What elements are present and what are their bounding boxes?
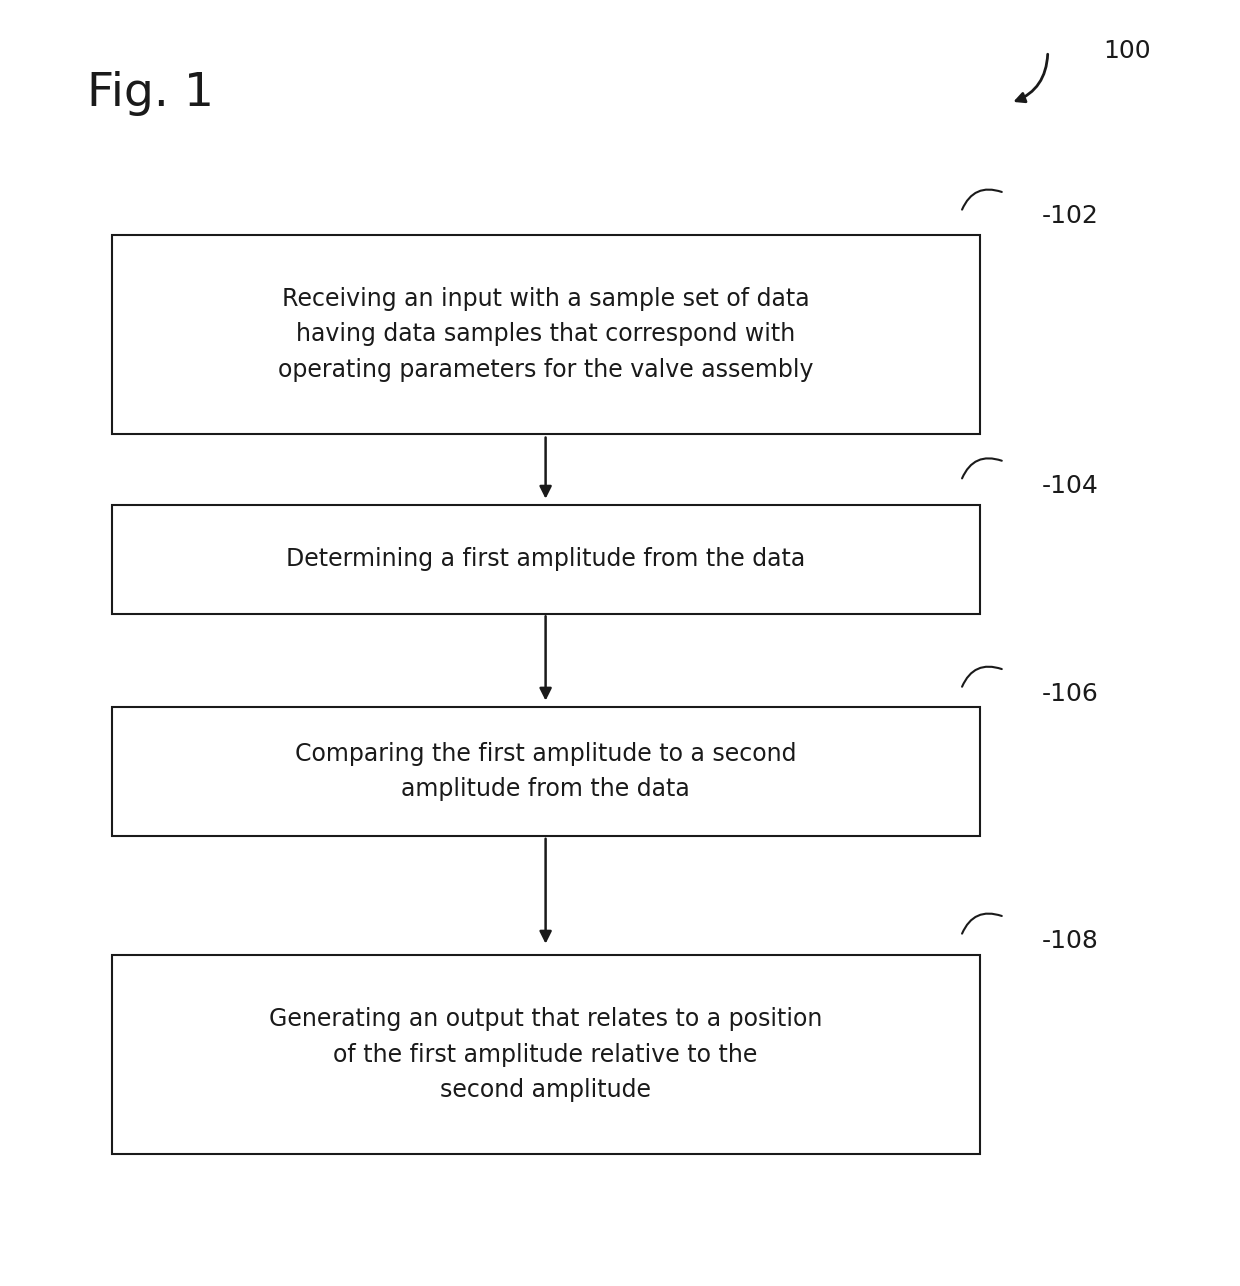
Text: Receiving an input with a sample set of data
having data samples that correspond: Receiving an input with a sample set of … [278,287,813,382]
Text: 100: 100 [1104,40,1151,63]
Text: -102: -102 [1042,204,1099,228]
Text: Determining a first amplitude from the data: Determining a first amplitude from the d… [286,548,805,571]
Bar [112,505,980,615]
Bar [112,954,980,1155]
Bar [112,234,980,435]
Text: Comparing the first amplitude to a second
amplitude from the data: Comparing the first amplitude to a secon… [295,742,796,801]
Text: -106: -106 [1042,683,1099,706]
Text: Generating an output that relates to a position
of the first amplitude relative : Generating an output that relates to a p… [269,1007,822,1102]
Text: Fig. 1: Fig. 1 [87,71,213,116]
Bar [112,707,980,836]
Text: -108: -108 [1042,930,1099,953]
Text: -104: -104 [1042,475,1099,498]
